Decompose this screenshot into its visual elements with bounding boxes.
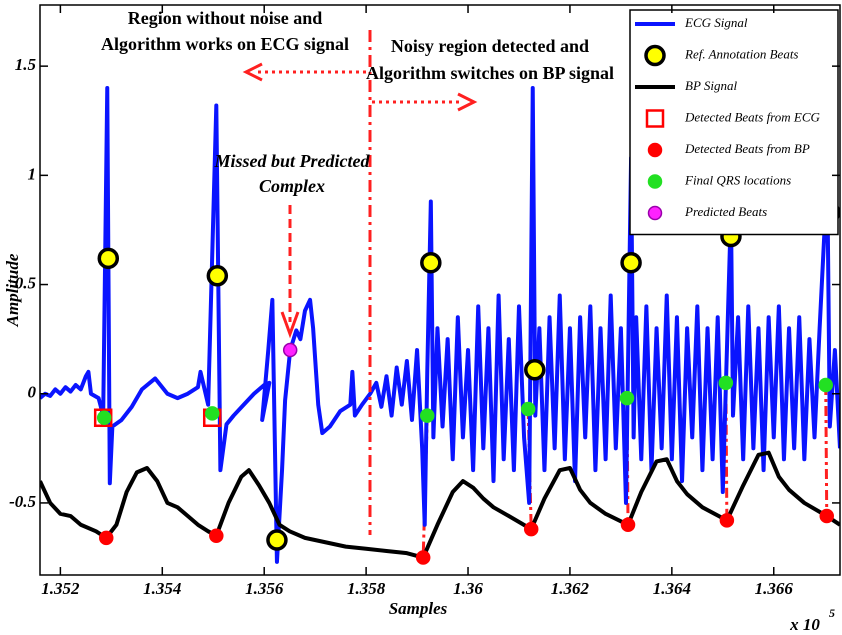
ecg-line: [40, 85, 840, 564]
y-tick-label: 1: [28, 164, 37, 183]
marker-dot: [415, 550, 431, 565]
marker-dot: [819, 508, 835, 524]
marker-dot: [818, 377, 833, 393]
x-tick-label: 1.366: [755, 579, 794, 598]
marker-circle: [420, 251, 442, 274]
marker-dot: [282, 342, 298, 358]
y-tick-label: 1.5: [15, 55, 37, 74]
legend-label: Final QRS locations: [684, 172, 791, 187]
marker-dot: [647, 142, 663, 158]
legend-label: Detected Beats from ECG: [684, 109, 821, 124]
x-multiplier: x 10: [789, 615, 820, 634]
x-tick-label: 1.364: [653, 579, 691, 598]
x-multiplier-exponent: 5: [829, 606, 835, 620]
bp-line: [40, 450, 840, 560]
y-tick-label: 0.5: [15, 273, 37, 292]
marker-dot: [520, 401, 536, 417]
legend-label: Detected Beats from BP: [684, 141, 810, 156]
annotation: Noisy region detected and: [391, 36, 589, 56]
marker-dot: [718, 375, 734, 391]
marker-circle: [97, 247, 120, 270]
annotation: Algorithm switches on BP signal: [366, 63, 614, 83]
predicted-arrow-head: [280, 311, 300, 339]
marker-dot: [647, 205, 663, 221]
bp-connector: [824, 384, 829, 517]
marker-dot: [420, 408, 435, 423]
marker-circle: [266, 529, 288, 551]
legend-label: BP Signal: [685, 78, 738, 93]
marker-dot: [98, 530, 114, 546]
marker-circle: [644, 44, 666, 67]
x-tick-label: 1.352: [41, 579, 80, 598]
marker-dot: [619, 390, 635, 406]
y-tick-label: -0.5: [9, 492, 36, 511]
right-arrow-head: [457, 92, 478, 112]
marker-dot: [209, 528, 224, 543]
y-tick-label: 0: [28, 383, 37, 402]
x-tick-label: 1.358: [347, 579, 386, 598]
x-tick-label: 1.356: [245, 579, 284, 598]
y-axis-label: Amplitude: [3, 253, 22, 327]
marker-dot: [647, 174, 663, 189]
marker-dot: [620, 517, 636, 533]
legend-label: Ref. Annotation Beats: [684, 46, 799, 61]
marker-dot: [96, 410, 112, 426]
x-axis-label: Samples: [389, 599, 448, 618]
marker-circle: [620, 251, 642, 274]
legend-label: Predicted Beats: [684, 204, 767, 219]
annotation: Complex: [259, 176, 325, 196]
x-tick-label: 1.36: [453, 579, 483, 598]
marker-circle: [206, 265, 229, 287]
bp-connector: [526, 408, 533, 530]
plot-area: [40, 85, 840, 565]
annotation: Algorithm works on ECG signal: [101, 34, 349, 54]
legend: ECG Signal Ref. Annotation Beats BP Signal…: [629, 9, 839, 236]
x-tick-label: 1.354: [143, 579, 181, 598]
x-tick-label: 1.362: [551, 579, 590, 598]
marker-dot: [523, 521, 539, 537]
marker-square: [645, 109, 665, 128]
marker-dot: [204, 406, 220, 421]
left-arrow-head: [242, 62, 263, 82]
legend-box: [629, 9, 839, 236]
legend-label: ECG Signal: [684, 15, 748, 30]
annotation: Region without noise and: [128, 8, 323, 28]
annotation: Missed but Predicted: [214, 151, 371, 171]
marker-circle: [524, 358, 546, 381]
marker-dot: [719, 513, 735, 528]
axes-frame: [39, 4, 841, 576]
